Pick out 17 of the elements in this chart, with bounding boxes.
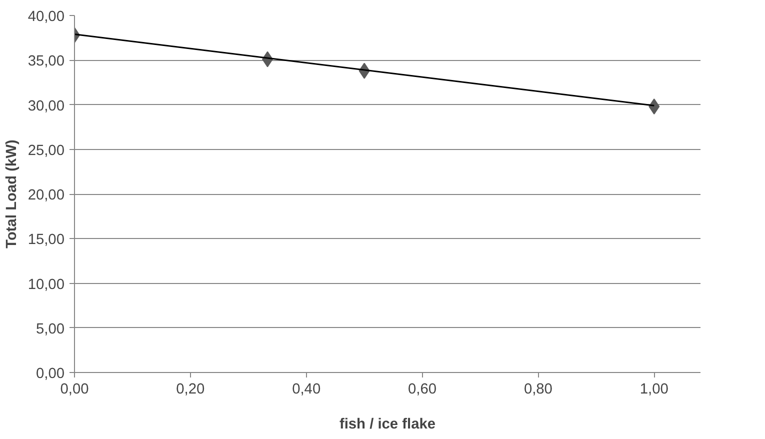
y-tick-label: 15,00 (28, 232, 65, 248)
y-tick-label: 35,00 (28, 54, 65, 70)
y-tick-label: 40,00 (28, 9, 65, 25)
y-tick-label: 30,00 (28, 98, 65, 114)
x-tick-label: 0,80 (524, 382, 552, 398)
y-tick-label: 5,00 (36, 321, 65, 338)
x-tick-label: 0,40 (292, 382, 321, 398)
x-tick-label: 0,20 (176, 382, 205, 398)
y-axis-title: Total Load (kW) (4, 139, 20, 248)
x-tick-label: 1,00 (640, 382, 668, 398)
y-tick-label: 0,00 (36, 366, 65, 382)
y-tick-label: 25,00 (28, 142, 65, 159)
x-axis-title: fish / ice flake (339, 416, 436, 432)
x-tick-label: 0,60 (408, 382, 437, 398)
y-tick-label: 10,00 (28, 276, 65, 293)
y-tick-label: 20,00 (28, 188, 65, 204)
x-tick-label: 0,00 (60, 382, 89, 398)
